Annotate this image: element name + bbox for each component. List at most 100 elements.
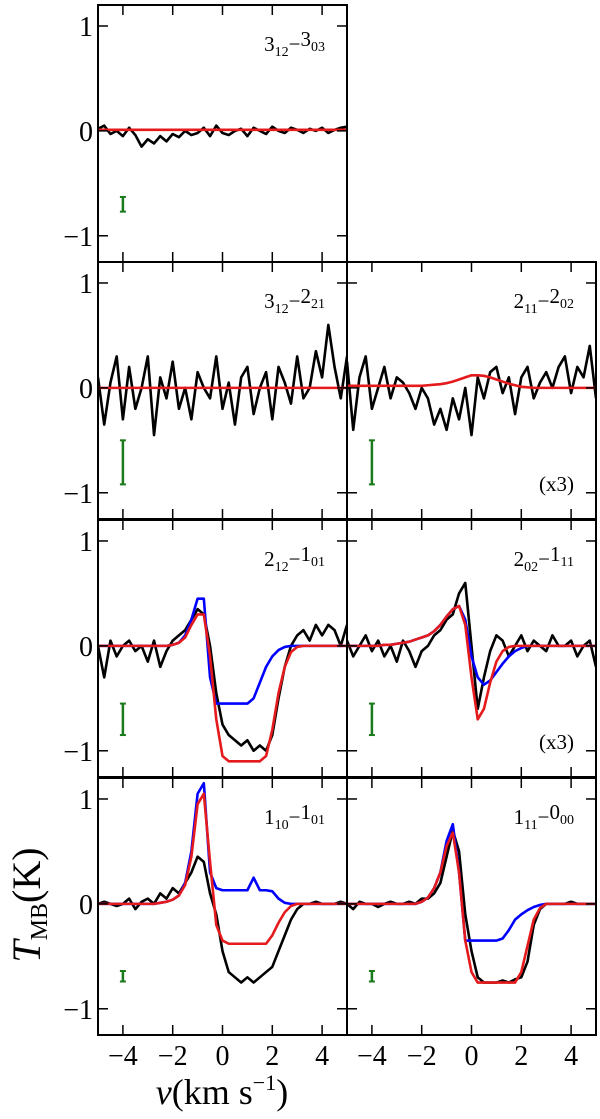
label-part: v [156,1072,172,1112]
label-part: T [4,938,49,963]
label-part: 02 [560,297,574,312]
label-part: 03 [311,40,325,55]
error-bar [119,970,126,983]
spectrum-line [347,373,596,390]
label-part: 2 [514,547,525,571]
panel: 211−202(x3) [346,261,597,520]
y-tick-label: 1 [79,785,93,816]
x-tick-label: −4 [357,1041,387,1072]
y-tick-label: 0 [79,632,93,663]
y-axis-label: TMB(K) [4,847,53,962]
label-part: − [538,289,550,313]
annotation: (x3) [539,730,574,754]
label-part: − [289,547,301,571]
label-part: 12 [275,45,289,60]
label-part: 2 [550,284,561,308]
label-part: − [289,289,301,313]
x-tick-label: 2 [514,1041,528,1072]
y-tick-label: −1 [63,995,93,1026]
spectrum-line [347,604,596,721]
label-part: 1 [550,542,561,566]
spectrum-line [98,613,347,763]
label-part: − [538,805,550,829]
y-tick-label: 1 [79,527,93,558]
label-part: 2 [514,289,525,313]
spectrum-line [98,124,347,148]
transition-label: 110−101 [264,800,325,833]
spectrum-line [98,855,347,984]
error-bar [368,439,375,486]
y-tick-label: 0 [79,117,93,148]
spectrum-line [98,323,347,437]
annotation: (x3) [539,472,574,496]
label-part: 21 [311,297,325,312]
x-tick-label: −2 [407,1041,437,1072]
y-tick-label: 1 [79,12,93,43]
x-tick-label: −4 [108,1041,138,1072]
label-part: (K) [4,847,49,903]
y-tick-label: 0 [79,890,93,921]
label-part: 1 [514,805,525,829]
label-part: − [538,547,550,571]
transition-label: 312−303 [264,27,325,60]
spectrum-line [347,829,596,984]
label-part: 3 [301,27,312,51]
label-part: 00 [560,813,574,828]
spectrum-line [347,581,596,711]
label-part: 01 [311,813,325,828]
transition-label: 312−221 [264,284,325,317]
x-tick-label: 0 [465,1041,479,1072]
x-tick-label: 0 [216,1041,230,1072]
error-bar [368,702,375,737]
label-part: 0 [550,800,561,824]
x-tick-label: 2 [265,1041,279,1072]
y-tick-label: 1 [79,269,93,300]
spectrum-line [347,822,596,942]
panel: 202−111 (x3) [346,519,597,778]
x-tick-label: 4 [315,1041,329,1072]
label-part: 11 [524,302,537,317]
transition-label: 212−101 [264,542,325,575]
y-tick-label: −1 [63,222,93,253]
error-bar [119,702,126,737]
y-tick-label: −1 [63,737,93,768]
label-part: 12 [275,302,289,317]
label-part: 10 [275,818,289,833]
label-part: MB [27,903,53,940]
error-bar [119,439,126,486]
label-part: 01 [311,555,325,570]
label-part: (km s [172,1072,253,1112]
x-tick-label: −2 [158,1041,188,1072]
label-part: 02 [524,560,538,575]
y-tick-label: −1 [63,479,93,510]
label-part: 2 [301,284,312,308]
transition-label: 202−111 [514,542,574,575]
label-part: ) [276,1072,288,1112]
spectrum-line [347,831,596,984]
x-tick-label: 4 [564,1041,578,1072]
label-part: −1 [253,1070,276,1095]
label-part: 1 [301,800,312,824]
label-part: 11 [561,555,574,570]
y-tick-label: 0 [79,374,93,405]
transition-label: 111−000 [514,800,574,833]
label-part: 3 [264,32,275,56]
label-part: 1 [301,542,312,566]
label-part: 1 [264,805,275,829]
label-part: 12 [275,560,289,575]
spectrum-line [347,344,596,437]
x-axis-label: v(km s−1) [156,1070,288,1112]
label-part: 11 [524,818,537,833]
label-part: − [289,805,301,829]
spectrum-line [98,607,347,753]
error-bar [368,970,375,983]
label-part: 2 [264,547,275,571]
label-part: − [289,32,301,56]
transition-label: 211−202 [514,284,574,317]
panel: −1 0 1 312−221 [63,261,348,520]
error-bar [119,195,126,213]
